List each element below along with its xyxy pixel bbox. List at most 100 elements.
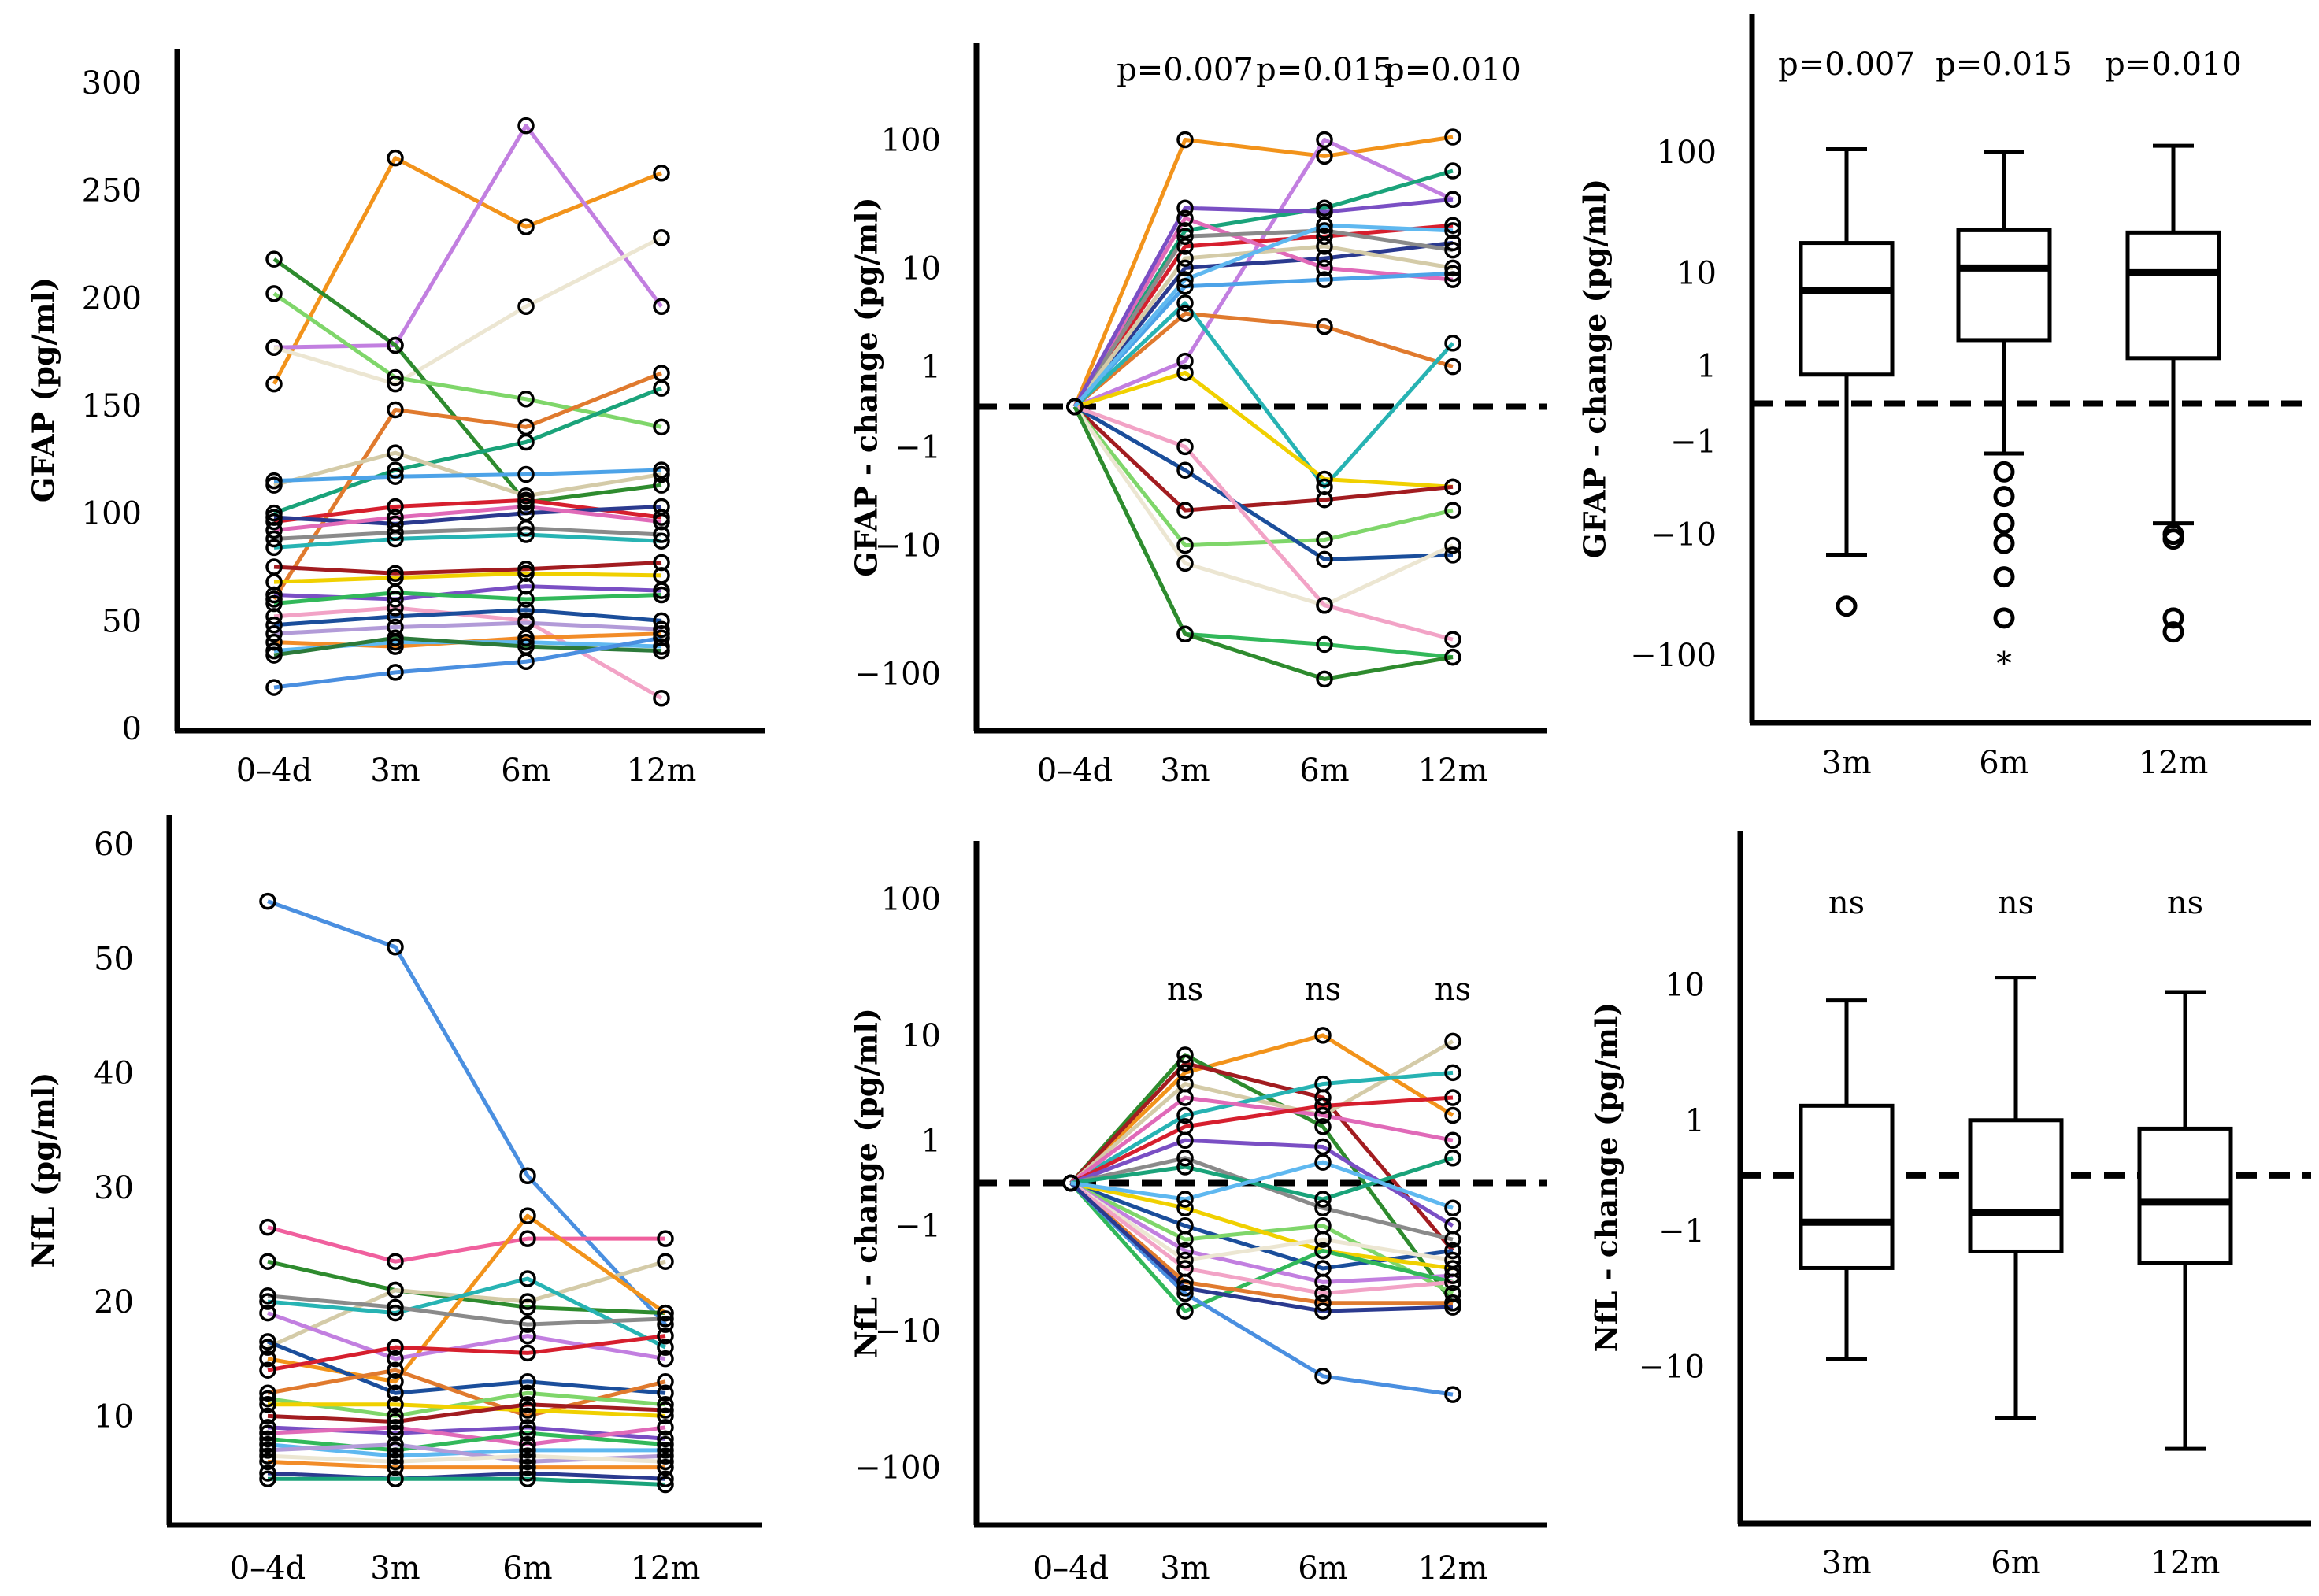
- y-tick-label: 50: [102, 603, 142, 639]
- data-point: [657, 1350, 674, 1368]
- series-line: [273, 620, 662, 636]
- data-point: [1314, 1231, 1332, 1248]
- data-point: [387, 1396, 404, 1413]
- data-point: [387, 1339, 404, 1356]
- x-tick-label: 3m: [370, 1550, 420, 1587]
- data-point: [1314, 1302, 1332, 1320]
- data-point: [259, 1218, 276, 1236]
- series-line: [1069, 1181, 1454, 1284]
- series-line: [273, 635, 662, 690]
- data-point: [517, 653, 535, 671]
- data-point: [387, 1384, 404, 1402]
- y-tick-label: 250: [82, 173, 142, 209]
- data-point: [1444, 271, 1461, 288]
- data-point: [1176, 1302, 1194, 1320]
- data-point: [1444, 536, 1461, 554]
- series-line: [267, 1459, 665, 1470]
- data-point: [387, 444, 404, 461]
- x-tick-label: 12m: [1418, 1550, 1488, 1587]
- data-point: [657, 1372, 674, 1390]
- data-point: [519, 1442, 536, 1459]
- data-point: [657, 1476, 674, 1494]
- data-point: [519, 1270, 536, 1287]
- y-tick-label: 200: [82, 280, 142, 317]
- data-point: [1444, 546, 1461, 564]
- data-point: [387, 1413, 404, 1431]
- data-point: [1314, 1284, 1332, 1302]
- significance-label: p=0.010: [2105, 46, 2242, 83]
- series-line: [268, 1402, 666, 1418]
- series-line: [1072, 135, 1454, 408]
- data-point: [259, 1361, 276, 1379]
- data-point: [387, 461, 404, 479]
- series-line: [273, 532, 662, 550]
- series-line: [267, 1431, 666, 1453]
- data-point: [519, 1435, 536, 1453]
- nfl-box-panel: 10 1 −1 −10 3m 6m 12m NfL - change (pg/ml) ns ns n…: [1589, 831, 2311, 1581]
- significance-label: p=0.010: [1384, 52, 1521, 88]
- y-tick-label: 10: [1665, 967, 1705, 1003]
- data-point: [387, 401, 404, 419]
- data-point: [387, 1470, 404, 1487]
- y-tick-label: 100: [881, 881, 941, 917]
- y-tick-label: 1: [921, 1123, 941, 1159]
- significance-label: ns: [1435, 972, 1471, 1008]
- x-tick-label: 12m: [1418, 753, 1488, 789]
- data-point: [519, 1372, 536, 1390]
- series-line: [1072, 405, 1454, 660]
- data-point: [517, 117, 535, 135]
- x-tick-label: 0–4d: [1033, 1550, 1109, 1587]
- data-point: [259, 1453, 276, 1471]
- data-point: [657, 1402, 674, 1419]
- data-point: [1316, 238, 1333, 255]
- data-point: [1176, 199, 1194, 217]
- y-tick-label: 10: [901, 1018, 941, 1054]
- series-line: [272, 257, 662, 505]
- series-line: [1073, 301, 1454, 489]
- data-point: [1316, 228, 1333, 245]
- series-line: [273, 591, 662, 605]
- data-point: [1444, 1064, 1461, 1082]
- nfl-abs-panel: 10 20 30 40 50 60 0–4d 3m 6m 12m NfL (pg/ml): [26, 815, 762, 1587]
- series-line: [272, 371, 662, 601]
- data-point: [387, 1281, 404, 1299]
- data-point: [1316, 250, 1333, 267]
- data-point: [657, 1304, 674, 1322]
- series-line: [273, 571, 662, 584]
- data-point: [387, 1424, 404, 1442]
- data-point: [653, 298, 670, 316]
- data-point: [517, 391, 535, 408]
- significance-label: ns: [1828, 885, 1865, 921]
- data-point: [259, 1293, 276, 1310]
- data-point: [387, 1253, 404, 1270]
- gfap-abs-panel: 0 50 100 150 200 250 300 0–4d 3m 6m 12m GFAP (pg/ml…: [26, 49, 765, 789]
- series-line: [1073, 405, 1454, 548]
- data-point: [259, 1430, 276, 1448]
- y-tick-label: 100: [82, 496, 142, 532]
- series-line: [273, 561, 662, 576]
- box-iqr: [2125, 230, 2221, 361]
- y-tick-label: −1: [1658, 1213, 1705, 1250]
- data-point: [1444, 1131, 1461, 1150]
- series-line: [1070, 1160, 1454, 1210]
- series-line: [267, 1453, 666, 1464]
- data-point: [519, 1470, 536, 1487]
- data-point: [657, 1470, 674, 1487]
- data-point: [259, 1435, 276, 1453]
- significance-label: ns: [1305, 972, 1341, 1008]
- data-point: [259, 1304, 276, 1322]
- data-point: [1176, 209, 1194, 227]
- data-point: [519, 1396, 536, 1413]
- series-line: [267, 1225, 665, 1264]
- data-point: [519, 1458, 536, 1476]
- x-tick-label: 0–4d: [1037, 753, 1113, 789]
- data-point: [1176, 1150, 1194, 1167]
- gfap-change-panel: 100 10 1 −1 −10 −100 0–4d 3m 6m 12m GFAP - change …: [849, 43, 1547, 789]
- data-point: [517, 591, 535, 608]
- series-line: [1069, 1070, 1454, 1185]
- data-point: [1444, 648, 1461, 666]
- data-point: [1316, 271, 1333, 288]
- data-point: [259, 1333, 276, 1350]
- data-point: [519, 1447, 536, 1465]
